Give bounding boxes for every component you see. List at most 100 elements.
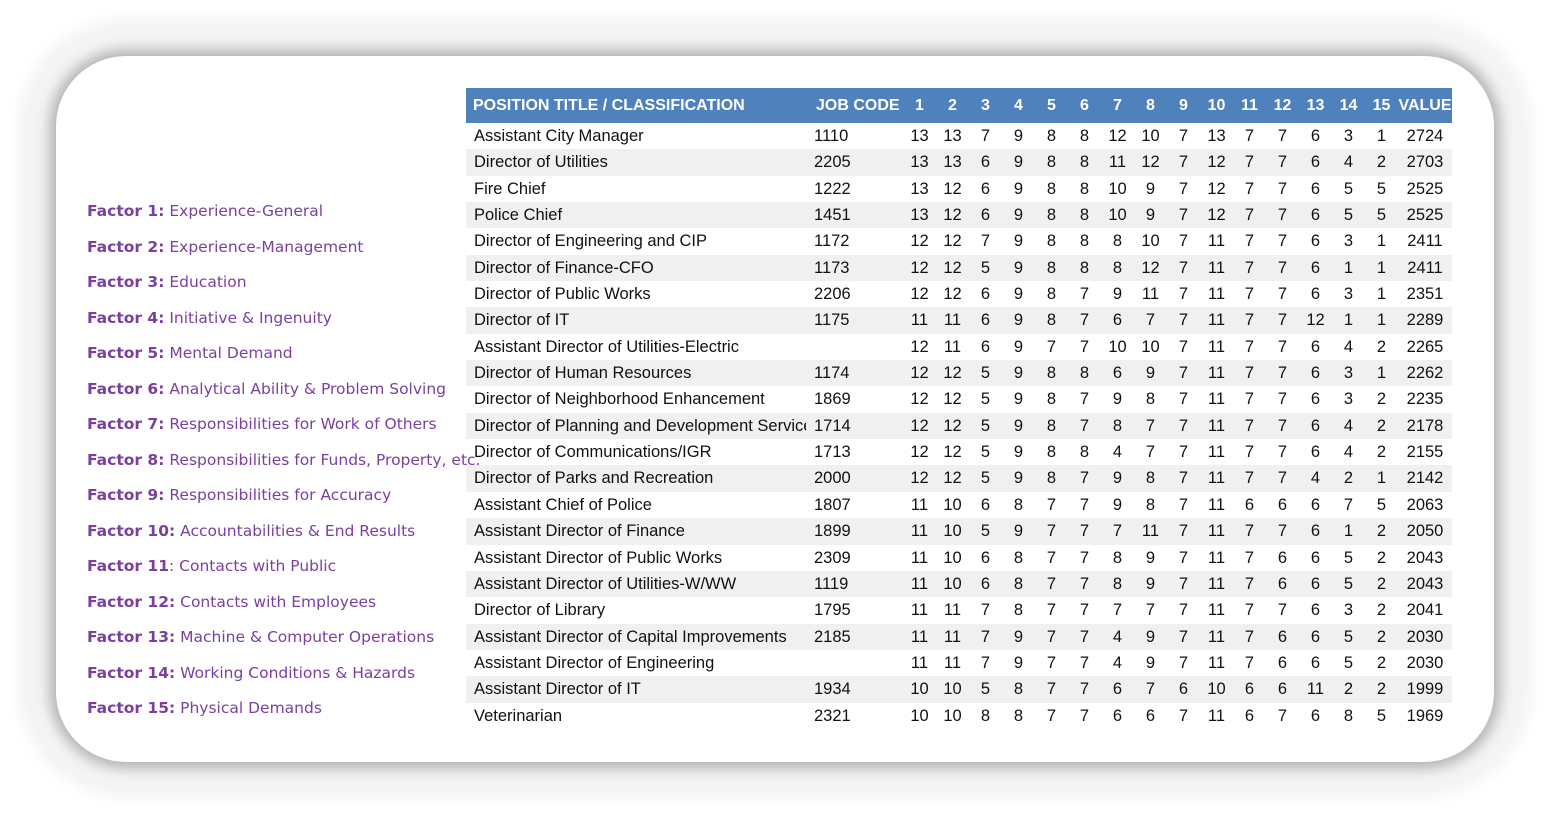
factor-5-cell: 7 [1046,548,1057,567]
factor-9-cell: 7 [1178,443,1189,462]
factor-6-cell: 7 [1079,627,1090,646]
factor-10-cell: 11 [1207,601,1226,620]
table-row: Director of IT 1175 11 11 6 9 8 7 6 7 7 11 7 7 12 1 1 228… [466,307,1452,334]
factor-11-cell: 7 [1244,390,1255,409]
job-evaluation-table: POSITION TITLE / CLASSIFICATION JOB CODE… [466,88,1452,729]
factor-2-cell: 11 [943,601,962,620]
job-code-cell: 1222 [814,179,851,198]
factor-13-cell: 6 [1310,574,1321,593]
factor-14-cell: 4 [1343,443,1354,462]
factor-15-cell: 1 [1376,469,1387,488]
factor-3-cell: 5 [980,416,991,435]
header-factor-10: 10 [1207,97,1226,114]
header-factor-11: 11 [1241,97,1258,114]
factor-6-cell: 7 [1079,285,1090,304]
factor-15-cell: 2 [1376,601,1387,620]
factor-9-cell: 6 [1178,680,1189,699]
factor-name: Accountabilities & End Results [175,521,416,540]
table-row: Assistant Director of IT 1934 10 10 5 8 7 7 6 7 6 1… [466,676,1452,703]
factor-number: Factor 4: [87,308,165,327]
factor-legend-item: Factor 1: Experience-General [87,198,480,234]
factor-8-cell: 12 [1141,258,1160,277]
factor-6-cell: 8 [1079,364,1090,383]
factor-name: : Contacts with Public [169,557,337,575]
factor-2-cell: 12 [943,285,962,304]
factor-9-cell: 7 [1178,127,1189,145]
factor-number: Factor 5: [87,344,165,362]
factor-14-cell: 5 [1343,574,1354,593]
factor-14-cell: 4 [1343,416,1354,435]
factor-10-cell: 11 [1207,706,1226,725]
factor-2-cell: 12 [943,206,962,225]
factor-1-cell: 12 [910,416,929,435]
factor-6-cell: 7 [1079,548,1090,567]
factor-6-cell: 7 [1079,495,1090,514]
position-title-cell: Director of Communications/IGR [474,443,712,462]
factor-2-cell: 10 [943,574,962,593]
factor-14-cell: 4 [1343,337,1354,356]
factor-1-cell: 12 [910,443,929,462]
factor-number: Factor 12: [87,592,176,611]
factor-14-cell: 3 [1343,364,1354,383]
job-code-cell: 1172 [814,232,850,251]
factor-7-cell: 6 [1112,364,1123,383]
factor-name: Working Conditions & Hazards [175,663,416,682]
factor-15-cell: 2 [1376,390,1387,409]
table-body: Assistant City Manager 1110 13 13 7 9 8 8 12 10 7 1… [466,123,1452,729]
factor-6-cell: 7 [1079,416,1090,435]
factor-15-cell: 5 [1376,706,1387,725]
factor-7-cell: 7 [1112,522,1123,541]
job-code-cell: 1807 [814,495,851,514]
header-factor-6: 6 [1080,97,1089,114]
factor-legend-item: Factor 14: Working Conditions & Hazards [87,660,480,696]
factor-13-cell: 4 [1310,469,1321,488]
factor-10-cell: 13 [1207,127,1226,145]
position-title-cell: Veterinarian [474,706,563,725]
factor-1-cell: 11 [910,627,929,646]
factor-15-cell: 2 [1376,548,1387,567]
factor-6-cell: 8 [1079,232,1090,251]
factor-number: Factor 11 [87,557,169,575]
value-cell: 2142 [1406,469,1444,488]
value-cell: 2351 [1406,285,1444,304]
value-cell: 2265 [1406,337,1444,356]
job-code-cell: 1110 [814,127,849,145]
factor-legend-item: Factor 6: Analytical Ability & Problem S… [87,376,480,412]
factor-2-cell: 11 [943,653,962,672]
factor-8-cell: 9 [1145,548,1156,567]
position-title-cell: Director of Engineering and CIP [474,232,707,251]
factor-8-cell: 8 [1145,390,1156,409]
job-code-cell: 1174 [814,364,850,383]
factor-legend-item: Factor 11: Contacts with Public [87,553,480,589]
value-cell: 2063 [1406,495,1444,514]
factor-3-cell: 6 [980,495,991,514]
factor-5-cell: 7 [1046,337,1057,356]
job-code-cell: 1119 [814,574,849,593]
factor-number: Factor 10: [87,521,176,540]
factor-name: Experience-General [164,202,324,220]
factor-1-cell: 11 [910,522,929,541]
factor-4-cell: 9 [1013,285,1024,304]
factor-3-cell: 5 [980,390,991,409]
factor-7-cell: 4 [1112,443,1123,462]
header-factor-1: 1 [915,97,924,114]
factor-5-cell: 7 [1046,627,1057,646]
value-cell: 2525 [1406,179,1444,198]
factor-3-cell: 7 [980,653,991,672]
factor-12-cell: 6 [1277,627,1288,646]
factor-7-cell: 9 [1112,390,1123,409]
factor-1-cell: 12 [910,390,929,409]
factor-7-cell: 8 [1112,574,1123,593]
factor-14-cell: 4 [1343,153,1354,172]
factor-legend-item: Factor 10: Accountabilities & End Result… [87,518,480,554]
position-title-cell: Director of Utilities [474,153,608,172]
factor-7-cell: 10 [1108,206,1127,225]
header-factor-7: 7 [1113,97,1122,114]
factor-9-cell: 7 [1178,548,1189,567]
factor-15-cell: 2 [1376,153,1387,172]
factor-7-cell: 8 [1112,548,1123,567]
factor-14-cell: 5 [1343,548,1354,567]
factor-6-cell: 7 [1079,601,1090,620]
factor-3-cell: 6 [980,153,991,172]
factor-8-cell: 10 [1141,232,1160,251]
